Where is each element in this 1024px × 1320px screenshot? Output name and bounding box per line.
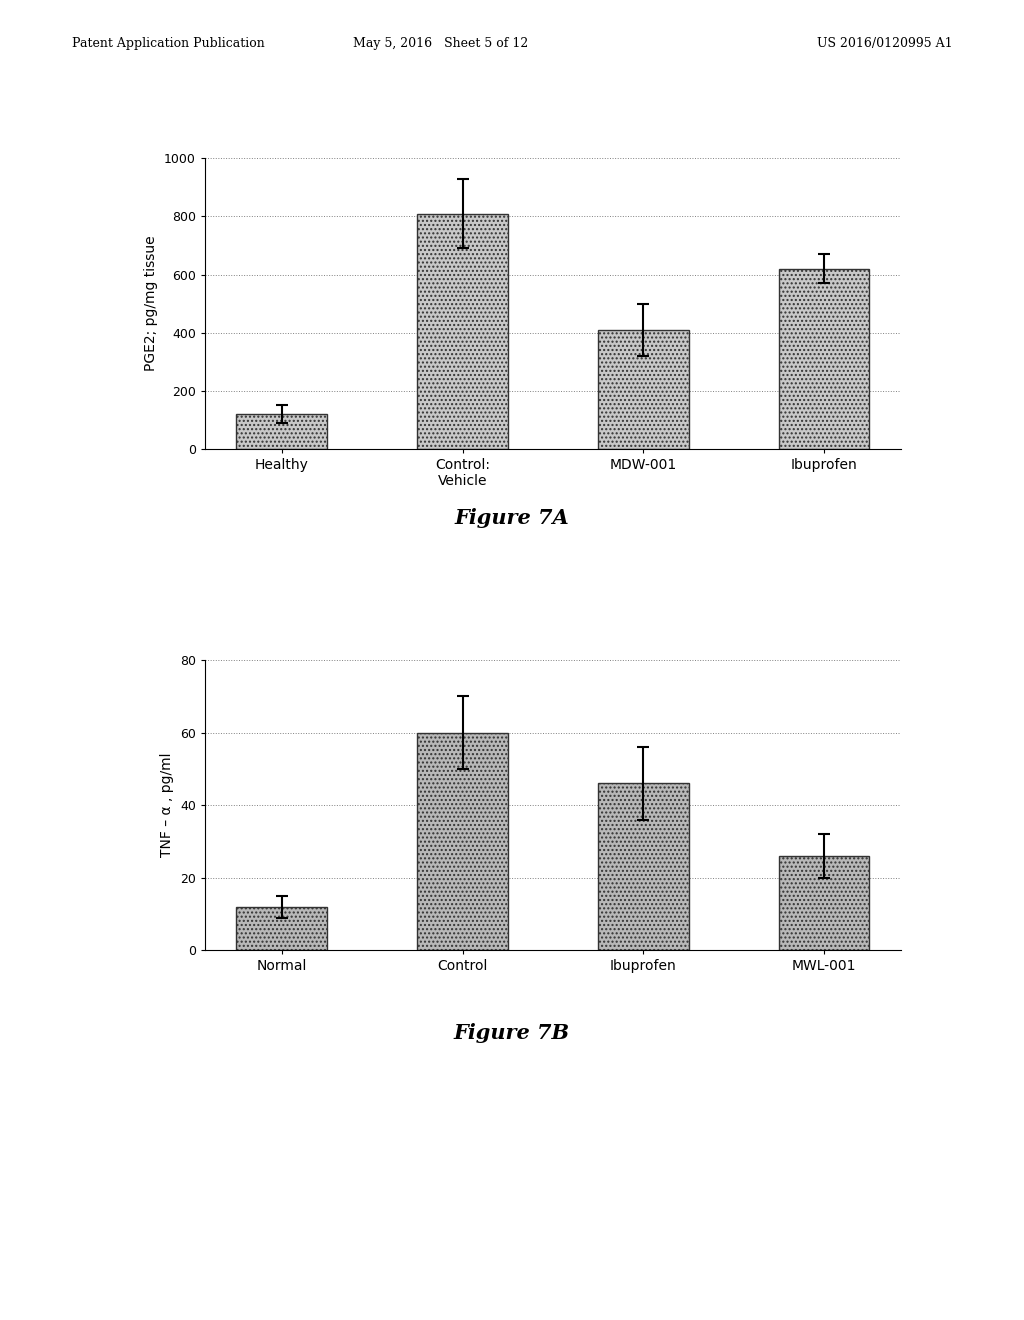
Text: US 2016/0120995 A1: US 2016/0120995 A1 [817, 37, 952, 50]
Bar [237, 907, 327, 950]
Y-axis label: PGE2; pg/mg tissue: PGE2; pg/mg tissue [144, 236, 159, 371]
Bar [598, 330, 688, 449]
Bar [779, 855, 869, 950]
Text: Figure 7A: Figure 7A [455, 508, 569, 528]
Bar [779, 269, 869, 449]
Y-axis label: TNF – α , pg/ml: TNF – α , pg/ml [160, 752, 174, 858]
Bar [237, 414, 327, 449]
Bar [598, 783, 688, 950]
Bar [418, 214, 508, 449]
Text: May 5, 2016   Sheet 5 of 12: May 5, 2016 Sheet 5 of 12 [352, 37, 528, 50]
Text: Figure 7B: Figure 7B [454, 1023, 570, 1043]
Text: Patent Application Publication: Patent Application Publication [72, 37, 264, 50]
Bar [418, 733, 508, 950]
